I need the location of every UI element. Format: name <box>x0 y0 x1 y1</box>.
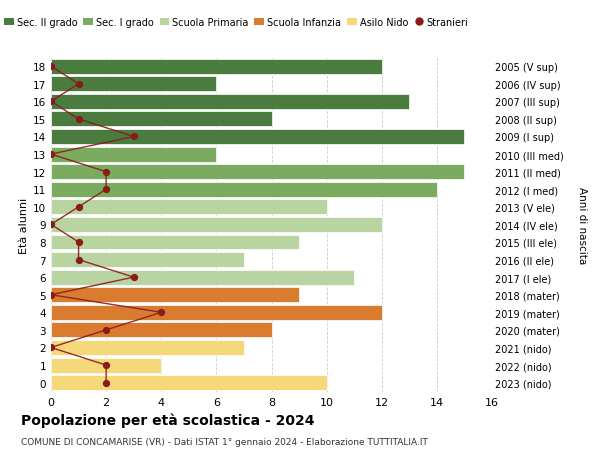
Point <box>46 98 56 106</box>
Bar <box>51 358 161 373</box>
Bar <box>51 130 464 145</box>
Point <box>74 204 83 211</box>
Bar <box>51 235 299 250</box>
Bar <box>51 305 382 320</box>
Point <box>46 151 56 158</box>
Point <box>74 81 83 88</box>
Point <box>101 186 111 194</box>
Point <box>74 239 83 246</box>
Bar <box>51 218 382 232</box>
Bar <box>51 165 464 180</box>
Bar <box>51 252 244 268</box>
Text: Popolazione per età scolastica - 2024: Popolazione per età scolastica - 2024 <box>21 413 314 428</box>
Bar <box>51 340 244 355</box>
Bar <box>51 147 217 162</box>
Point <box>101 168 111 176</box>
Point <box>129 134 139 141</box>
Point <box>74 256 83 263</box>
Bar <box>51 288 299 302</box>
Bar <box>51 60 382 74</box>
Point <box>157 309 166 316</box>
Bar <box>51 200 326 215</box>
Bar <box>51 323 271 338</box>
Y-axis label: Età alunni: Età alunni <box>19 197 29 253</box>
Bar <box>51 182 437 197</box>
Point <box>129 274 139 281</box>
Point <box>101 362 111 369</box>
Point <box>46 221 56 229</box>
Legend: Sec. II grado, Sec. I grado, Scuola Primaria, Scuola Infanzia, Asilo Nido, Stran: Sec. II grado, Sec. I grado, Scuola Prim… <box>1 14 472 31</box>
Point <box>101 379 111 386</box>
Bar <box>51 375 326 390</box>
Bar <box>51 270 354 285</box>
Bar <box>51 77 217 92</box>
Point <box>74 116 83 123</box>
Bar <box>51 112 271 127</box>
Bar <box>51 95 409 110</box>
Text: COMUNE DI CONCAMARISE (VR) - Dati ISTAT 1° gennaio 2024 - Elaborazione TUTTITALI: COMUNE DI CONCAMARISE (VR) - Dati ISTAT … <box>21 437 428 446</box>
Point <box>46 291 56 299</box>
Y-axis label: Anni di nascita: Anni di nascita <box>577 186 587 263</box>
Point <box>101 326 111 334</box>
Point <box>46 63 56 71</box>
Point <box>46 344 56 352</box>
